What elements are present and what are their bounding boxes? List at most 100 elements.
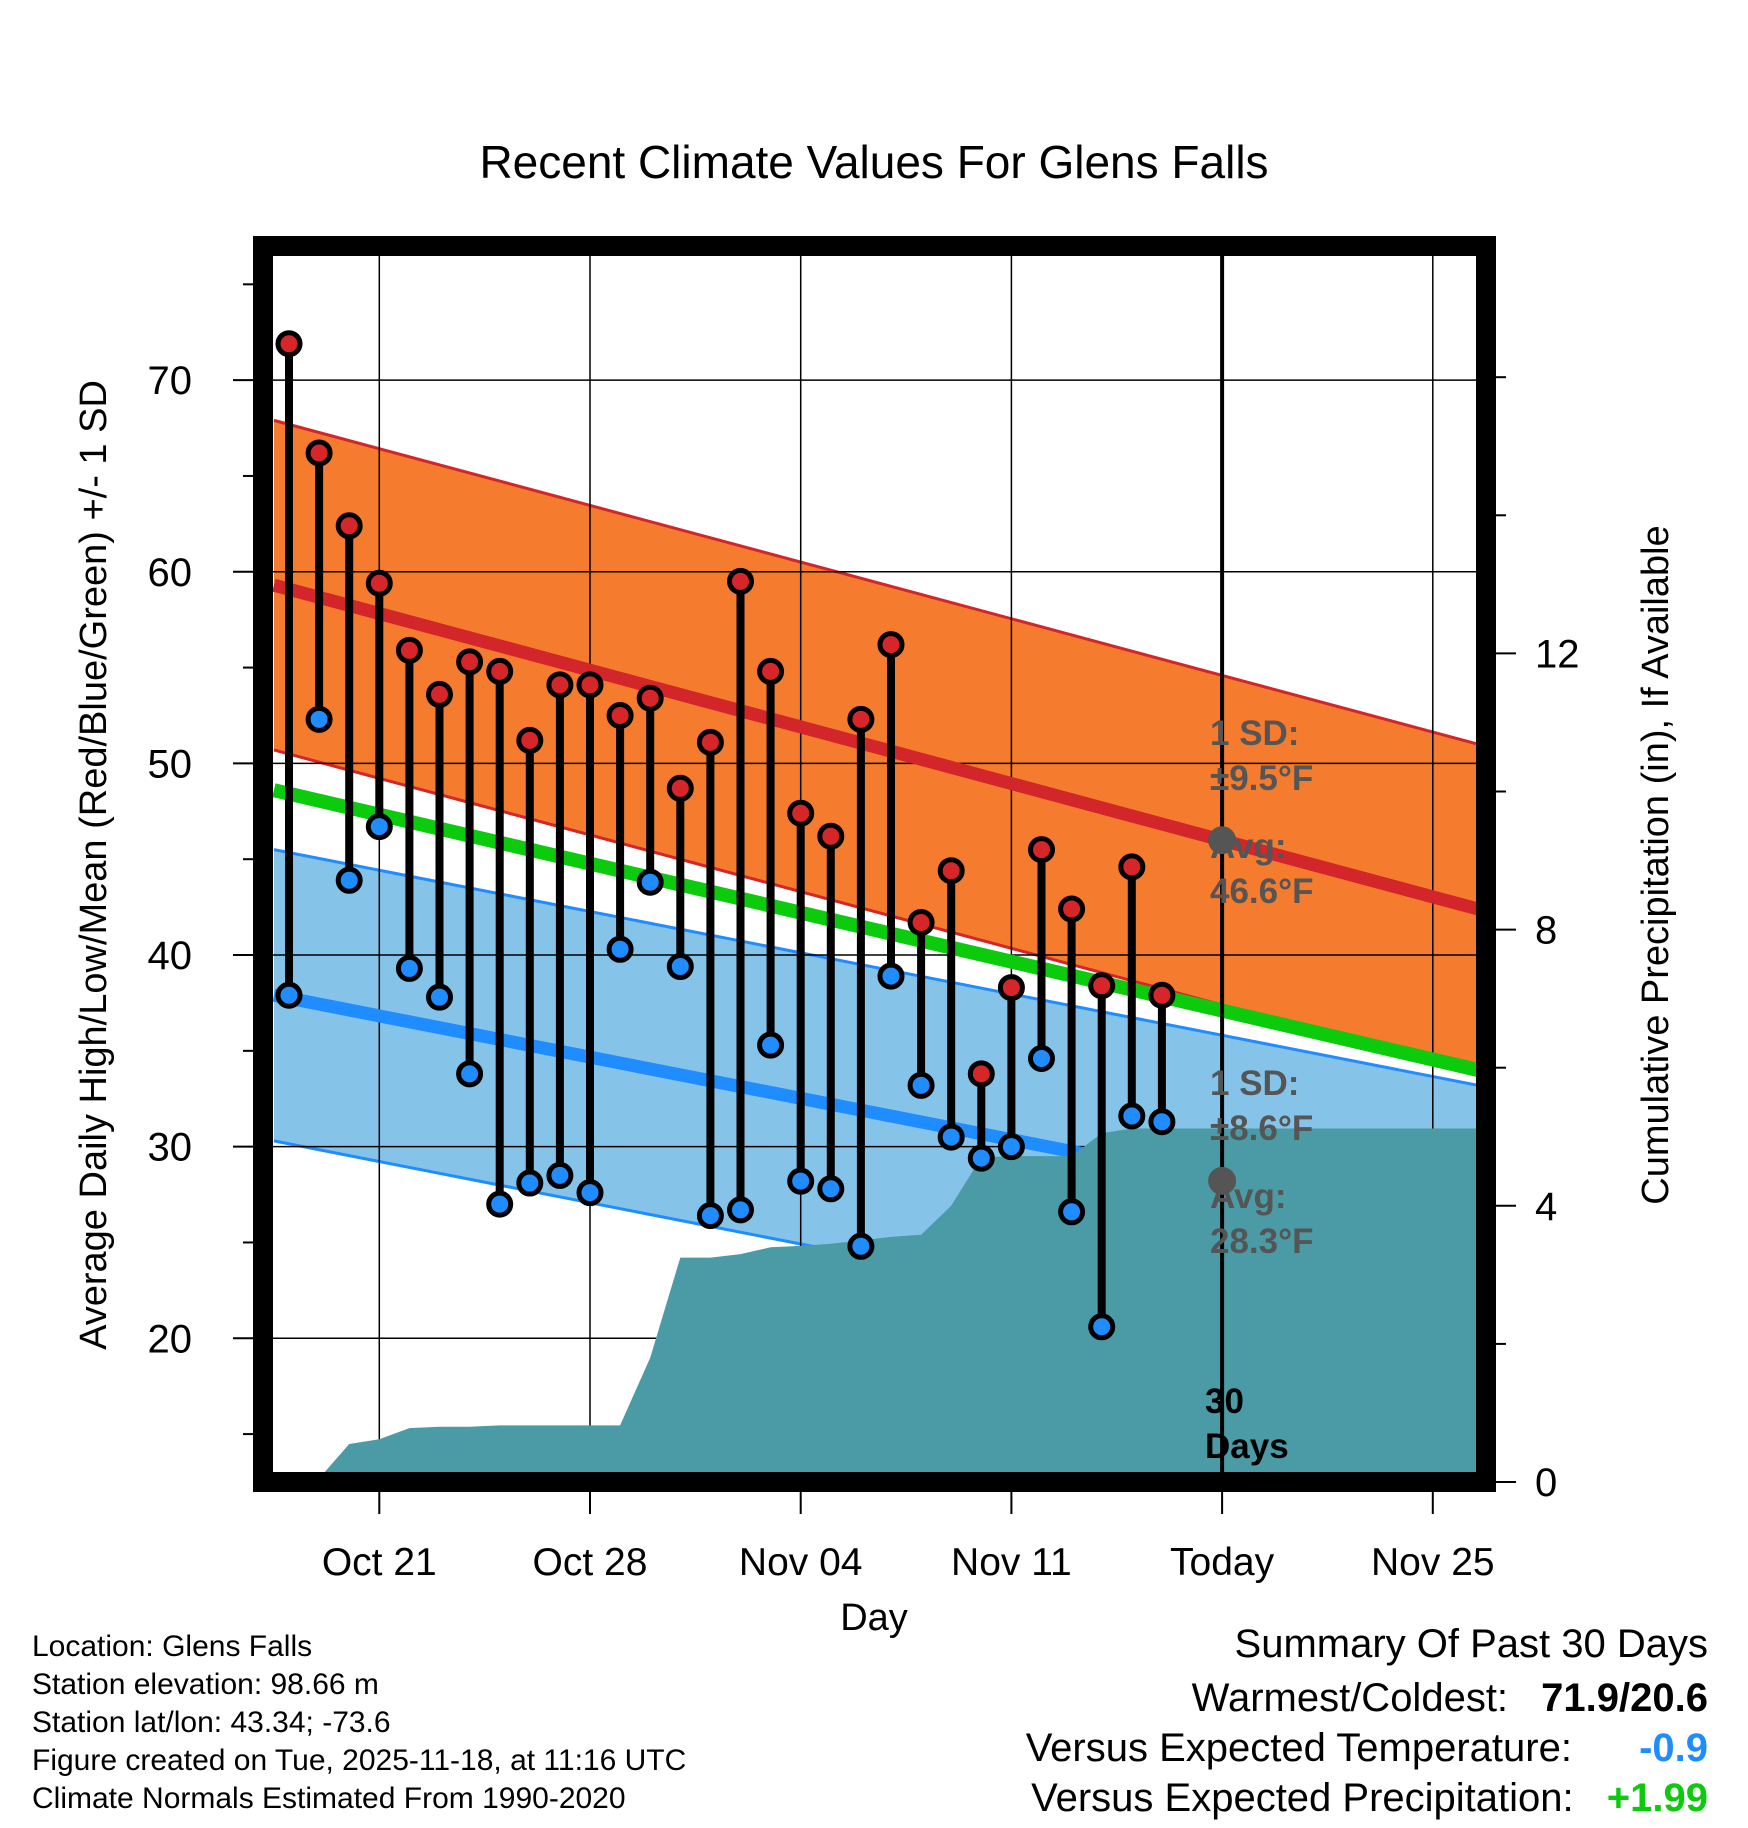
y-tick-label-50: 50 <box>148 742 193 786</box>
summary-warm-cold: Warmest/Coldest: 71.9/20.6 <box>1192 1676 1708 1721</box>
warm-cold-value: 71.9/20.6 <box>1541 1676 1708 1720</box>
low-point-5 <box>426 983 453 1011</box>
high-point-0 <box>275 330 303 358</box>
high-point-28 <box>1118 853 1146 881</box>
plot-border <box>253 236 1496 1492</box>
normals-text: Climate Normals Estimated From 1990-2020 <box>32 1782 626 1815</box>
x-tick-label-31: Today <box>1170 1541 1275 1584</box>
low-point-0 <box>275 981 303 1009</box>
annot-high-avg-value: 46.6°F <box>1210 872 1314 911</box>
precip-value: +1.99 <box>1606 1776 1708 1820</box>
y-tick-label-70: 70 <box>148 359 193 403</box>
y-tick-label-60: 60 <box>148 551 193 595</box>
precip-label: Versus Expected Precipitation: <box>1031 1776 1574 1820</box>
warm-cold-label: Warmest/Coldest: <box>1191 1676 1509 1720</box>
y-axis-label: Average Daily High/Low/Mean (Red/Blue/Gr… <box>73 380 115 1350</box>
x-tick-label-24: Nov 11 <box>951 1541 1072 1584</box>
annot-low-avg: Avg: <box>1210 1177 1286 1216</box>
high-point-7 <box>486 657 514 685</box>
elevation-text: Station elevation: 98.66 m <box>32 1668 379 1701</box>
low-point-23 <box>967 1144 995 1172</box>
high-point-8 <box>516 726 544 754</box>
low-point-7 <box>486 1190 514 1218</box>
temp-label: Versus Expected Temperature: <box>1025 1726 1572 1770</box>
x-tick-label-38: Nov 25 <box>1371 1541 1495 1584</box>
y2-tick-label-4: 4 <box>1535 1185 1557 1229</box>
low-point-21 <box>907 1071 935 1099</box>
annot-low-avg-value: 28.3°F <box>1210 1222 1314 1261</box>
high-point-5 <box>426 680 453 708</box>
summary-title: Summary Of Past 30 Days <box>1234 1622 1708 1666</box>
chart-title: Recent Climate Values For Glens Falls <box>479 136 1268 188</box>
low-point-6 <box>456 1060 484 1088</box>
high-point-17 <box>787 799 815 827</box>
plot-frame <box>253 236 1496 1492</box>
precip-area <box>289 1128 1478 1482</box>
precip-cumulative-area <box>289 1128 1478 1482</box>
high-point-26 <box>1058 895 1086 923</box>
y-tick-label-30: 30 <box>148 1126 193 1170</box>
low-point-24 <box>997 1133 1025 1161</box>
high-point-14 <box>696 728 724 756</box>
high-point-16 <box>757 657 785 685</box>
high-point-24 <box>997 974 1025 1002</box>
high-point-1 <box>305 439 333 467</box>
y2-tick-label-8: 8 <box>1535 909 1557 953</box>
low-point-16 <box>757 1031 785 1059</box>
annot-days-word: Days <box>1205 1427 1289 1466</box>
high-point-11 <box>606 701 634 729</box>
y2-tick-label-0: 0 <box>1535 1461 1557 1505</box>
low-point-18 <box>817 1175 845 1203</box>
annot-low-sd: 1 SD: <box>1210 1064 1299 1103</box>
low-point-27 <box>1088 1313 1116 1341</box>
low-point-14 <box>696 1202 724 1230</box>
high-point-22 <box>937 857 965 885</box>
annot-low-sd-value: ±8.6°F <box>1210 1109 1313 1148</box>
annot-days-num: 30 <box>1205 1382 1244 1421</box>
x-tick-label-10: Oct 28 <box>533 1541 648 1584</box>
low-point-4 <box>395 954 423 982</box>
low-point-2 <box>335 866 363 894</box>
y2-tick-label-12: 12 <box>1535 632 1580 676</box>
low-point-15 <box>727 1196 754 1224</box>
high-point-10 <box>576 671 604 699</box>
high-point-4 <box>395 636 423 664</box>
high-point-3 <box>365 569 393 597</box>
low-point-1 <box>305 705 333 733</box>
annot-high-avg: Avg: <box>1210 827 1286 866</box>
daily-points <box>275 330 1176 1341</box>
high-point-13 <box>666 774 694 802</box>
low-point-12 <box>636 868 664 896</box>
low-point-8 <box>516 1169 544 1197</box>
low-point-29 <box>1148 1108 1176 1136</box>
temp-value: -0.9 <box>1639 1726 1708 1770</box>
low-point-3 <box>365 813 393 841</box>
created-text: Figure created on Tue, 2025-11-18, at 11… <box>32 1744 687 1777</box>
low-point-13 <box>666 953 694 981</box>
x-tick-label-3: Oct 21 <box>322 1541 437 1584</box>
y-tick-label-20: 20 <box>148 1317 193 1361</box>
x-axis-label: Day <box>840 1597 908 1639</box>
high-avg-marker <box>1208 826 1237 855</box>
annot-high-sd: 1 SD: <box>1210 714 1299 753</box>
high-point-19 <box>847 705 875 733</box>
low-point-25 <box>1028 1045 1055 1073</box>
high-point-27 <box>1088 972 1116 1000</box>
annotations: 1 SD: ±9.5°F Avg: 46.6°F 1 SD: ±8.6°F Avg: 28.3… <box>1205 714 1314 1466</box>
station-info: Location: Glens Falls Station elevation:… <box>32 1628 686 1818</box>
low-band-upper-edge <box>273 848 1479 1087</box>
y2-axis-label: Cumulative Precipitation (in), If Availa… <box>1635 525 1677 1204</box>
high-point-23 <box>967 1060 995 1088</box>
mean-normal-line <box>272 783 1480 1077</box>
high-normal-line <box>272 578 1480 916</box>
summary-precip: Versus Expected Precipitation: +1.99 <box>1031 1776 1708 1821</box>
daily-range-bars <box>285 343 1166 1327</box>
high-point-12 <box>636 684 664 712</box>
low-avg-marker <box>1208 1166 1237 1195</box>
axes: 20 30 40 50 60 70 0 4 8 12 Oct 21 Oct 28 Nov 04 Nov 1… <box>148 283 1580 1584</box>
high-point-20 <box>877 631 905 659</box>
low-point-22 <box>937 1123 965 1151</box>
low-point-28 <box>1118 1102 1146 1130</box>
low-point-19 <box>847 1232 875 1260</box>
